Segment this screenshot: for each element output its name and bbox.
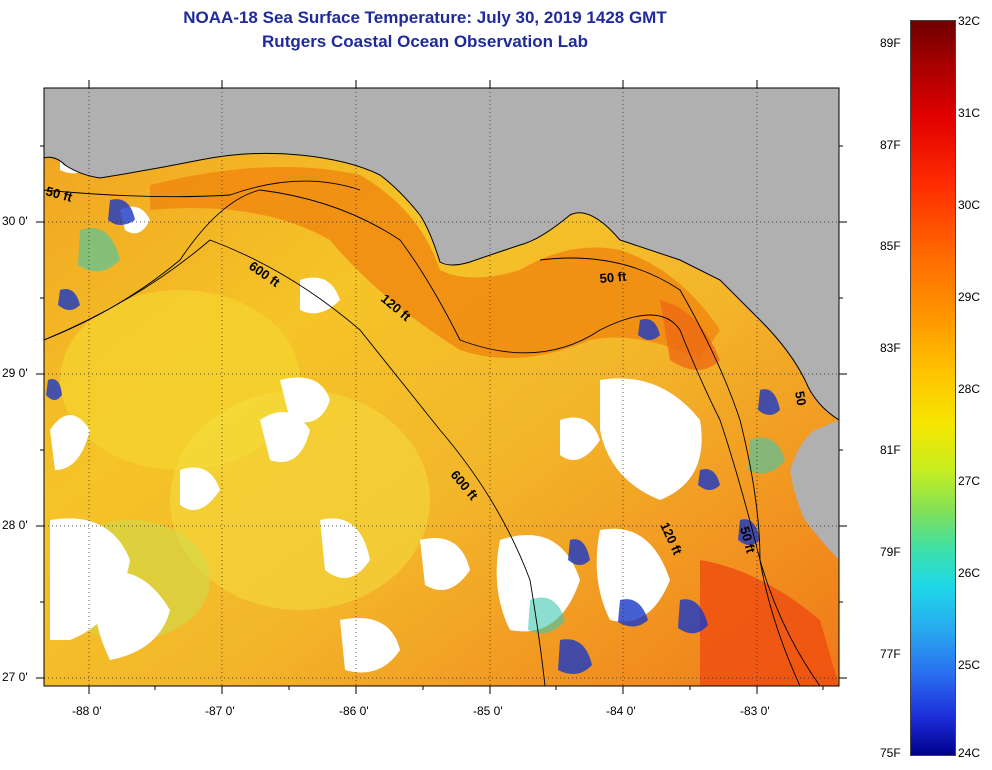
axis-ticks	[36, 80, 847, 694]
lat-tick-label: 28 0'	[2, 518, 28, 532]
coastline	[44, 152, 839, 421]
graticule	[44, 88, 839, 686]
contour-120ft	[44, 189, 821, 686]
lon-tick-label: -88 0'	[72, 704, 102, 718]
colorbar-celsius-label: 26C	[958, 566, 981, 580]
warm-nearshore-band	[150, 167, 720, 360]
temperature-colorbar	[910, 20, 956, 756]
colorbar-celsius-label: 28C	[958, 382, 981, 396]
colorbar-fahrenheit-label: 75F	[880, 746, 901, 760]
lon-tick-label: -86 0'	[339, 704, 369, 718]
map-frame	[43, 87, 840, 687]
contour-label: 50 ft	[737, 525, 759, 555]
colorbar-fahrenheit-label: 81F	[880, 443, 901, 457]
colorbar-fahrenheit-label: 89F	[880, 36, 901, 50]
colorbar-celsius-label: 32C	[958, 14, 981, 28]
colorbar-celsius-label: 25C	[958, 658, 981, 672]
lat-tick-label: 29 0'	[2, 366, 28, 380]
colorbar-celsius-label: 31C	[958, 106, 981, 120]
cool-water-patches	[46, 199, 780, 674]
contour-label: 50	[792, 390, 809, 407]
lat-tick-label: 30 0'	[2, 214, 28, 228]
colorbar-fahrenheit-label: 77F	[880, 647, 901, 661]
warm-east-patch	[660, 300, 720, 370]
colorbar-celsius-label: 30C	[958, 198, 981, 212]
contour-50ft-east	[539, 257, 801, 686]
colorbar-fahrenheit-label: 83F	[880, 341, 901, 355]
cloud-cover	[50, 128, 702, 673]
colorbar-celsius-label: 27C	[958, 474, 981, 488]
contour-label: 50 ft	[599, 269, 628, 286]
lon-tick-label: -87 0'	[205, 704, 235, 718]
map-title: NOAA-18 Sea Surface Temperature: July 30…	[183, 8, 667, 27]
lon-tick-label: -83 0'	[740, 704, 770, 718]
lat-tick-label: 27 0'	[2, 670, 28, 684]
contour-50ft-west	[44, 180, 361, 198]
lon-tick-label: -84 0'	[606, 704, 636, 718]
colorbar-fahrenheit-label: 79F	[880, 545, 901, 559]
contour-600ft	[44, 239, 546, 686]
colorbar-celsius-label: 29C	[958, 290, 981, 304]
colorbar-celsius-label: 24C	[958, 746, 981, 760]
colorbar-fahrenheit-label: 85F	[880, 239, 901, 253]
land-north	[44, 88, 839, 420]
colorbar-fahrenheit-label: 87F	[880, 138, 901, 152]
land-east	[790, 420, 839, 560]
warm-southeast-patch	[700, 560, 839, 686]
lon-tick-label: -85 0'	[473, 704, 503, 718]
map-subtitle: Rutgers Coastal Ocean Observation Lab	[262, 32, 588, 51]
contour-label: 50 ft	[44, 183, 74, 205]
